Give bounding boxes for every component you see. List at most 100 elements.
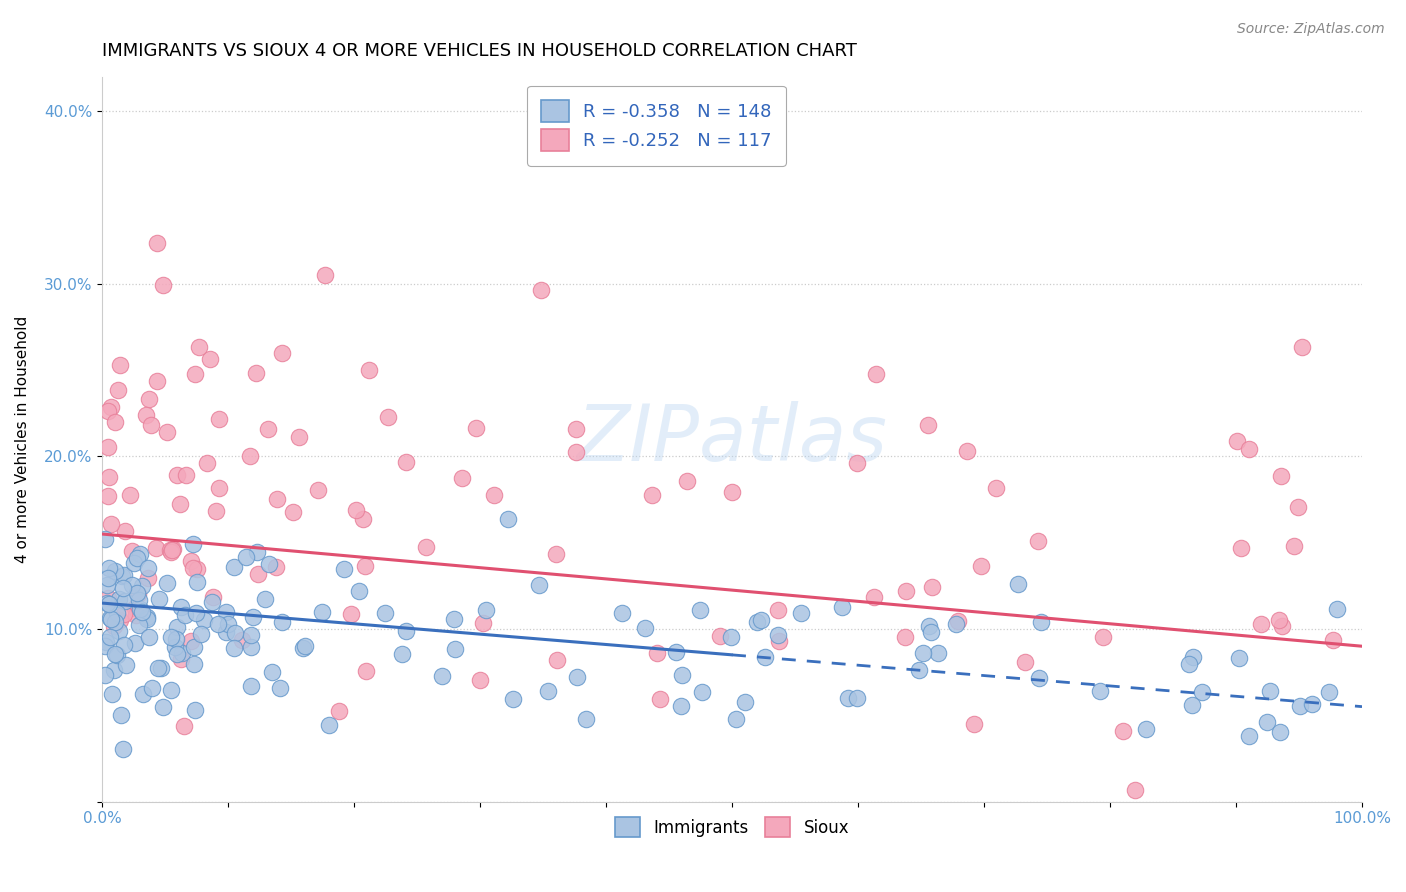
Point — [222, 640, 245, 655]
Point — [1226, 434, 1249, 449]
Point — [97, 490, 120, 504]
Point — [180, 633, 202, 648]
Point — [239, 640, 262, 654]
Point — [720, 630, 742, 644]
Point — [195, 457, 218, 471]
Point — [183, 657, 205, 671]
Point — [709, 629, 731, 643]
Point — [105, 607, 128, 621]
Point — [245, 366, 267, 380]
Point — [1289, 698, 1312, 713]
Point — [242, 609, 264, 624]
Point — [166, 620, 188, 634]
Point — [291, 640, 314, 655]
Point — [612, 607, 634, 621]
Point — [103, 619, 125, 633]
Point — [208, 481, 231, 495]
Point — [184, 368, 207, 382]
Point — [1181, 698, 1204, 713]
Point — [100, 401, 122, 415]
Point — [749, 613, 772, 627]
Point — [1178, 657, 1201, 671]
Point — [174, 607, 197, 622]
Point — [1260, 683, 1282, 698]
Point — [96, 578, 118, 592]
Point — [98, 630, 121, 644]
Point — [1092, 630, 1115, 644]
Point — [152, 700, 174, 714]
Point — [152, 278, 174, 293]
Point — [186, 562, 208, 576]
Point — [747, 615, 769, 629]
Point — [831, 600, 853, 615]
Point — [146, 235, 169, 250]
Point — [721, 485, 744, 500]
Point — [127, 587, 149, 601]
Point — [108, 592, 131, 607]
Point — [100, 516, 122, 531]
Point — [231, 633, 253, 648]
Point — [159, 542, 181, 557]
Point — [96, 596, 118, 610]
Point — [1191, 685, 1213, 699]
Point — [1227, 651, 1250, 665]
Point — [1256, 714, 1278, 729]
Point — [108, 614, 131, 628]
Point — [125, 608, 148, 623]
Point — [754, 650, 776, 665]
Point — [565, 422, 588, 436]
Point — [1271, 619, 1294, 633]
Point — [347, 584, 370, 599]
Point — [98, 470, 121, 484]
Point — [546, 547, 568, 561]
Point — [246, 545, 269, 559]
Point — [963, 717, 986, 731]
Point — [546, 653, 568, 667]
Point — [912, 646, 935, 660]
Text: ZIPatlas: ZIPatlas — [576, 401, 887, 477]
Point — [1326, 601, 1348, 615]
Point — [146, 374, 169, 388]
Point — [354, 664, 377, 678]
Point — [135, 610, 157, 624]
Point — [893, 631, 915, 645]
Point — [139, 417, 162, 432]
Point — [202, 591, 225, 605]
Point — [927, 647, 949, 661]
Point — [166, 468, 188, 483]
Point — [1014, 655, 1036, 669]
Point — [118, 488, 141, 502]
Point — [200, 595, 222, 609]
Point — [131, 578, 153, 592]
Point — [108, 624, 131, 639]
Point — [114, 594, 136, 608]
Point — [104, 415, 127, 429]
Point — [845, 456, 868, 470]
Point — [921, 580, 943, 594]
Point — [112, 607, 135, 622]
Point — [115, 658, 138, 673]
Point — [271, 346, 294, 360]
Point — [128, 602, 150, 616]
Point — [669, 699, 692, 714]
Point — [689, 603, 711, 617]
Point — [107, 384, 129, 398]
Point — [97, 571, 120, 585]
Point — [254, 592, 277, 607]
Point — [790, 606, 813, 620]
Point — [374, 606, 396, 620]
Point — [235, 549, 257, 564]
Point — [205, 504, 228, 518]
Point — [122, 556, 145, 570]
Point — [266, 492, 288, 507]
Point — [1123, 783, 1146, 797]
Point — [135, 612, 157, 626]
Point — [124, 636, 146, 650]
Point — [162, 541, 184, 556]
Point — [103, 663, 125, 677]
Point — [564, 444, 586, 458]
Point — [156, 425, 179, 439]
Point — [181, 536, 204, 550]
Point — [207, 617, 229, 632]
Point — [222, 560, 245, 574]
